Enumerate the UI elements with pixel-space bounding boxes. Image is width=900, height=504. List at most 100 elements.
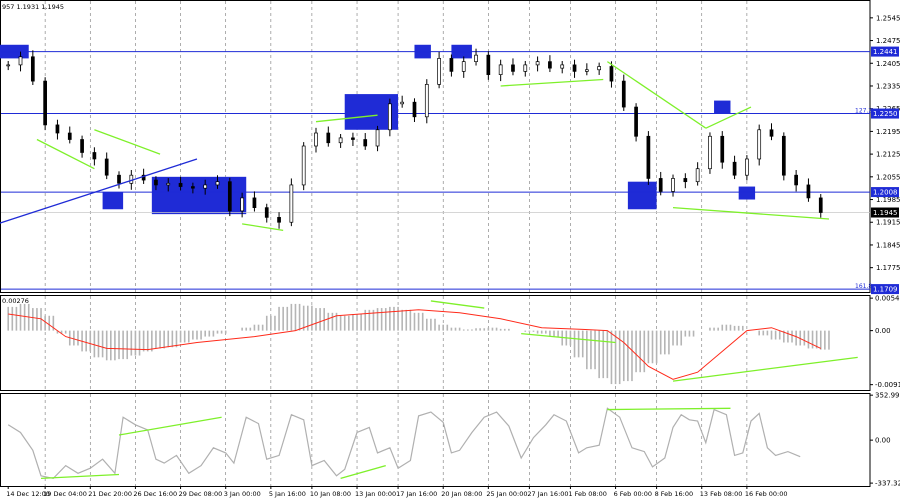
candle-body <box>228 182 231 211</box>
x-tick-label: 29 Dec 08:00 <box>179 490 223 498</box>
price-y-tick-label: 1.2195 <box>876 128 900 136</box>
candle-body <box>130 175 133 183</box>
candle-body <box>758 130 761 159</box>
x-tick-label: 16 Feb 00:00 <box>745 490 788 498</box>
candle-body <box>204 185 207 188</box>
x-tick-label: 8 Feb 16:00 <box>655 490 694 498</box>
candle-body <box>795 175 798 185</box>
candle-body <box>68 133 71 139</box>
level-1-1709-fib-label: 161.8 <box>855 283 872 290</box>
candle-body <box>511 65 514 71</box>
candle-body <box>191 187 194 189</box>
candle-body <box>241 198 244 211</box>
candle-body <box>684 178 687 181</box>
current-price-label: 1.1945 <box>873 209 898 217</box>
macd-y-tick-label: 0.00 <box>875 327 891 335</box>
macd-panel[interactable]: 0.00547 0.00 -0.0091 0.00276 <box>1 295 900 391</box>
price-y-tick-label: 1.1845 <box>876 241 900 249</box>
price-y-tick-label: 1.2545 <box>876 14 900 22</box>
candle-body <box>672 178 675 191</box>
candle-body <box>585 70 588 72</box>
candle-body <box>807 185 810 198</box>
level-1-2008-label: 1.2008 <box>873 189 898 197</box>
candle-body <box>314 133 317 146</box>
candle-body <box>524 65 527 71</box>
candle-body <box>56 125 59 133</box>
candle-body <box>81 140 84 153</box>
x-tick-label: 26 Dec 16:00 <box>133 490 177 498</box>
candle-body <box>733 162 736 175</box>
candle-body <box>167 183 170 185</box>
zone-dec-range <box>152 177 246 214</box>
candle-body <box>782 136 785 175</box>
x-tick-label: 10 Jan 08:00 <box>310 490 351 498</box>
price-y-tick-label: 1.2405 <box>876 60 900 68</box>
candle-body <box>154 180 157 185</box>
x-tick-label: 27 Jan 16:00 <box>527 490 568 498</box>
x-tick-label: 5 Jan 16:00 <box>269 490 306 498</box>
macd-y-tick-label: -0.0091 <box>875 381 900 389</box>
macd-header-text: 0.00276 <box>2 297 29 305</box>
candle-body <box>376 130 379 146</box>
level-1-2250-fib-label: 127.2 <box>855 108 872 115</box>
candle-body <box>93 152 96 158</box>
cci-y-tick-label: 0.00 <box>875 437 891 445</box>
candle-body <box>216 182 219 185</box>
price-y-tick-label: 1.2125 <box>876 151 900 159</box>
candle-body <box>401 102 404 104</box>
price-panel[interactable]: 1.25451.24751.24051.23351.22651.21951.21… <box>0 1 900 295</box>
candle-body <box>7 65 10 66</box>
level-1-2250-label: 1.2250 <box>873 110 898 118</box>
candle-body <box>290 185 293 222</box>
candle-body <box>548 62 551 68</box>
candle-body <box>413 102 416 117</box>
candle-body <box>339 138 342 143</box>
x-tick-label: 13 Jan 00:00 <box>355 490 396 498</box>
candle-body <box>438 58 441 84</box>
x-tick-label: 1 Feb 08:00 <box>568 490 607 498</box>
x-tick-label: 25 Jan 00:00 <box>486 490 527 498</box>
candle-body <box>819 198 822 213</box>
candle-body <box>536 62 539 65</box>
candle-body <box>462 62 465 72</box>
candle-body <box>265 208 268 218</box>
x-tick-label: 19 Dec 04:00 <box>43 490 87 498</box>
candle-body <box>179 183 182 186</box>
x-tick-label: 6 Feb 00:00 <box>614 490 653 498</box>
candle-body <box>499 65 502 75</box>
level-1-2441-label: 1.2441 <box>873 48 898 56</box>
zone-dec-low <box>103 192 124 209</box>
candle-body <box>425 84 428 116</box>
cci-frame <box>1 394 871 487</box>
candle-body <box>635 107 638 136</box>
cci-y-tick-label: 352.9968 <box>875 392 900 400</box>
x-tick-label: 3 Jan 00:00 <box>224 490 261 498</box>
price-y-tick-label: 1.1915 <box>876 219 900 227</box>
candle-body <box>278 217 281 222</box>
candle-body <box>647 136 650 178</box>
macd-y-tick-label: 0.00547 <box>875 295 900 303</box>
candle-body <box>450 58 453 71</box>
candle-body <box>696 169 699 182</box>
candle-body <box>302 146 305 185</box>
candle-body <box>351 138 354 140</box>
candle-body <box>44 81 47 125</box>
candle-body <box>573 65 576 71</box>
zone-feb-mid <box>739 187 755 200</box>
price-y-tick-label: 1.2475 <box>876 37 900 45</box>
candle-body <box>487 55 490 74</box>
candle-body <box>561 65 564 68</box>
price-frame <box>1 1 871 293</box>
candle-body <box>598 67 601 70</box>
candle-body <box>475 55 478 61</box>
candle-body <box>745 159 748 175</box>
candle-body <box>659 178 662 191</box>
cci-panel[interactable]: 352.99680.00-337.326 <box>1 392 900 488</box>
candle-body <box>770 130 773 136</box>
candle-body <box>19 57 22 65</box>
zone-feb-low <box>628 182 657 210</box>
candle-body <box>327 133 330 143</box>
x-tick-label: 21 Dec 20:00 <box>88 490 132 498</box>
candle-body <box>364 140 367 146</box>
price-y-tick-label: 1.1985 <box>876 196 900 204</box>
